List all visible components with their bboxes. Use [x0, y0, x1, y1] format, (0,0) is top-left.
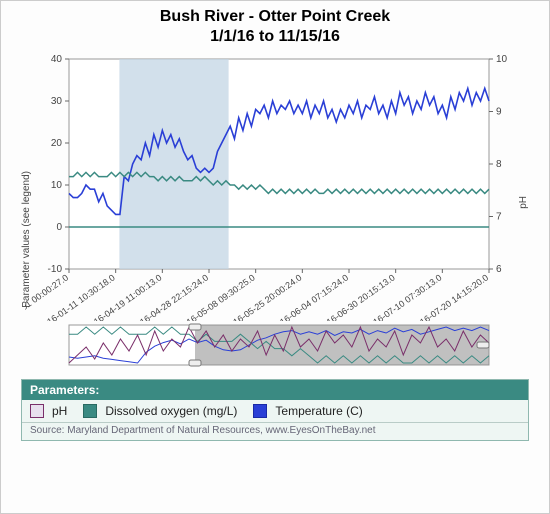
chart-panel: Bush River - Otter Point Creek 1/1/16 to… — [0, 0, 550, 514]
legend-item-ph[interactable]: pH — [30, 404, 67, 418]
svg-text:10: 10 — [496, 54, 508, 65]
y-axis-left-label: Parameter values (see legend) — [21, 171, 32, 308]
legend-label-dissolved_oxygen: Dissolved oxygen (mg/L) — [105, 404, 237, 418]
legend-label-ph: pH — [52, 404, 67, 418]
title-line2: 1/1/16 to 11/15/16 — [9, 27, 541, 47]
svg-text:9: 9 — [496, 107, 502, 118]
title-line1: Bush River - Otter Point Creek — [9, 7, 541, 27]
legend-swatch-dissolved_oxygen — [83, 404, 97, 418]
source-text: Source: Maryland Department of Natural R… — [22, 422, 528, 440]
svg-text:6: 6 — [496, 264, 502, 275]
svg-text:30: 30 — [51, 96, 63, 107]
main-chart: Parameter values (see legend) pH -100102… — [25, 51, 525, 321]
svg-text:7: 7 — [496, 212, 502, 223]
overview-chart[interactable] — [25, 323, 525, 369]
svg-text:40: 40 — [51, 54, 63, 65]
legend-swatch-ph — [30, 404, 44, 418]
main-chart-svg: -1001020304067891001 00:00:27.02016-01-1… — [25, 51, 525, 321]
svg-text:10: 10 — [51, 180, 63, 191]
legend-row: pH Dissolved oxygen (mg/L) Temperature (C) — [22, 400, 528, 422]
legend-label-temperature: Temperature (C) — [275, 404, 362, 418]
legend-item-dissolved_oxygen[interactable]: Dissolved oxygen (mg/L) — [83, 404, 237, 418]
svg-text:0: 0 — [56, 222, 62, 233]
svg-text:-10: -10 — [48, 264, 63, 275]
y-axis-right-label: pH — [518, 196, 529, 209]
svg-text:8: 8 — [496, 159, 502, 170]
legend-header: Parameters: — [22, 380, 528, 400]
svg-text:20: 20 — [51, 138, 63, 149]
overview-chart-svg — [25, 323, 525, 369]
legend-swatch-temperature — [253, 404, 267, 418]
chart-title: Bush River - Otter Point Creek 1/1/16 to… — [9, 7, 541, 47]
legend-item-temperature[interactable]: Temperature (C) — [253, 404, 362, 418]
svg-text:2016-07-20 14:15:20.0: 2016-07-20 14:15:20.0 — [410, 272, 490, 321]
legend-box: Parameters: pH Dissolved oxygen (mg/L) Tem… — [21, 379, 529, 441]
